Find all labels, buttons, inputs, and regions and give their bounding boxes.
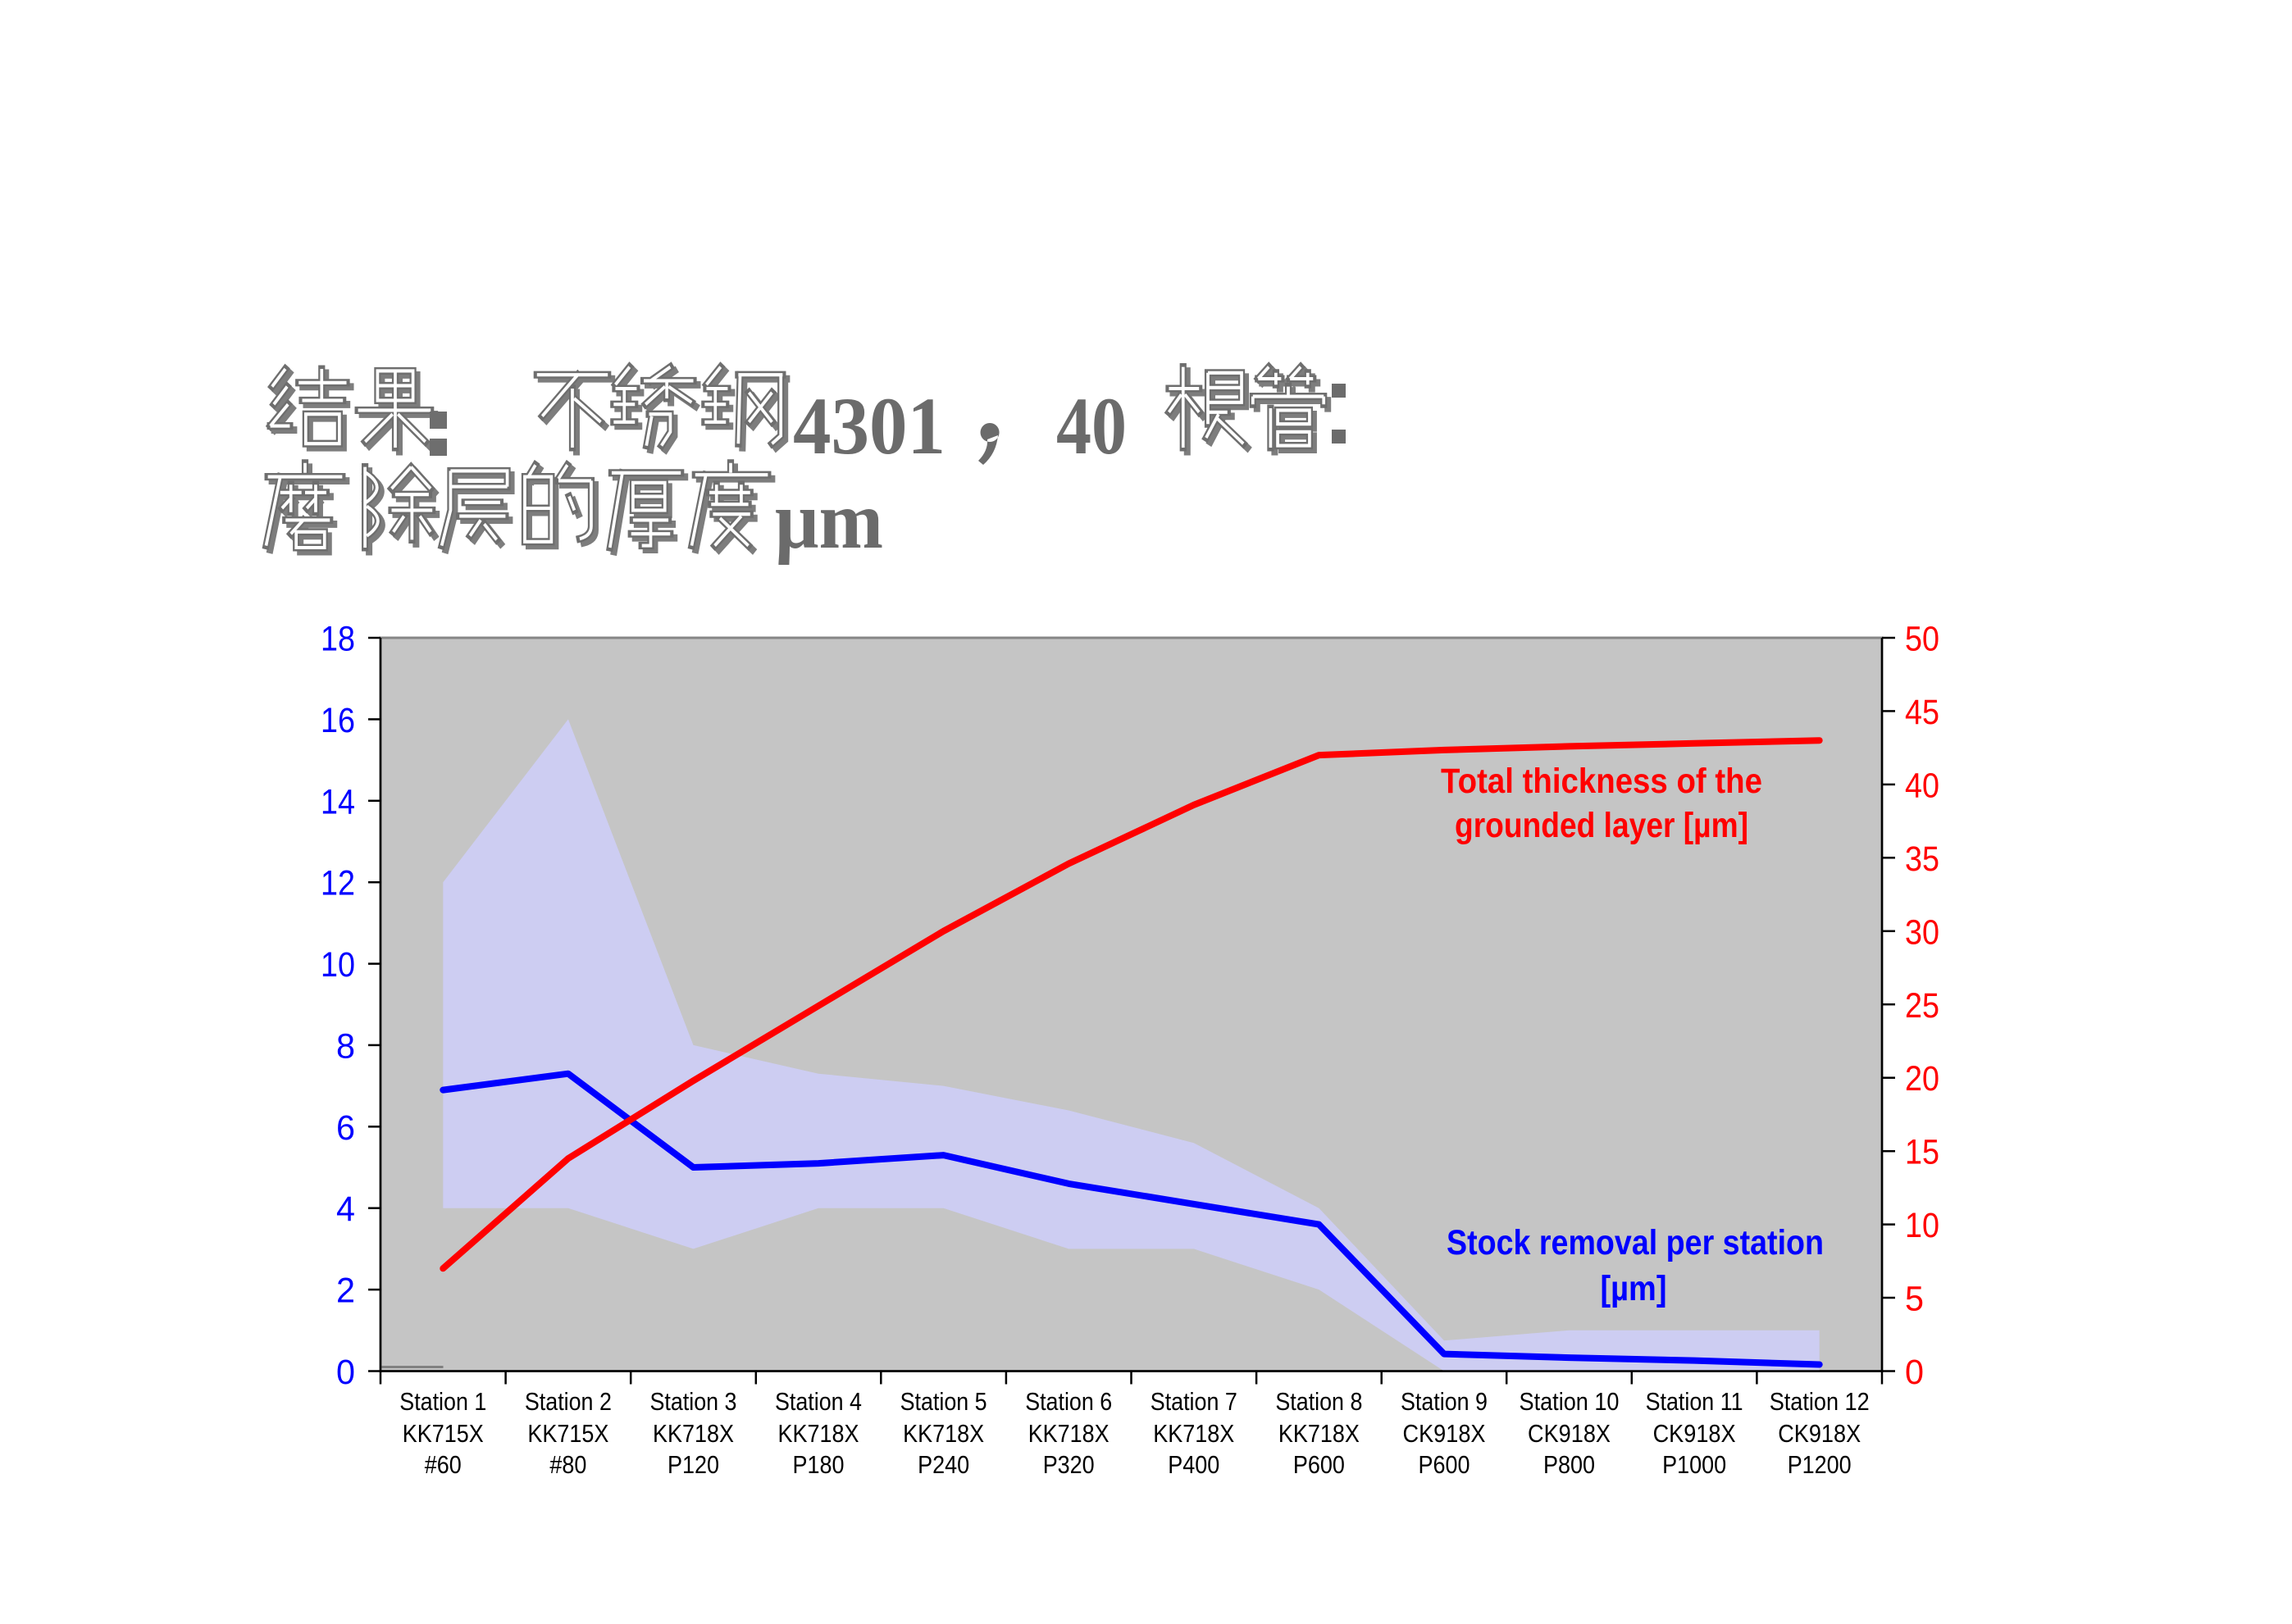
svg-text:P1000: P1000 [1662,1450,1726,1479]
svg-text:P400: P400 [1168,1450,1219,1479]
svg-text:CK918X: CK918X [1403,1419,1486,1448]
svg-text:Station 8: Station 8 [1275,1387,1362,1416]
svg-text:#60: #60 [425,1450,462,1479]
svg-text:10: 10 [321,945,355,985]
svg-text:Station 7: Station 7 [1151,1387,1237,1416]
svg-text:8: 8 [336,1026,355,1066]
svg-text:40: 40 [1056,380,1127,471]
svg-text:#80: #80 [549,1450,586,1479]
svg-text:30: 30 [1905,912,1939,952]
svg-text:10: 10 [1905,1206,1939,1245]
svg-text:4301: 4301 [793,380,946,471]
svg-text:0: 0 [336,1353,355,1392]
svg-text:15: 15 [1905,1133,1939,1172]
svg-text:Station 5: Station 5 [900,1387,987,1416]
svg-text:Station 10: Station 10 [1520,1387,1620,1416]
svg-text:KK718X: KK718X [778,1419,859,1448]
svg-text:0: 0 [1905,1353,1924,1392]
svg-text:KK718X: KK718X [1028,1419,1110,1448]
svg-text:20: 20 [1905,1059,1939,1099]
svg-text:2: 2 [336,1271,355,1311]
svg-text:KK718X: KK718X [903,1419,984,1448]
svg-text:P1200: P1200 [1788,1450,1852,1479]
svg-text:CK918X: CK918X [1653,1419,1736,1448]
svg-text:Station 2: Station 2 [525,1387,612,1416]
svg-text:KK718X: KK718X [1278,1419,1360,1448]
svg-text:KK718X: KK718X [1153,1419,1234,1448]
svg-text:P180: P180 [793,1450,845,1479]
svg-text:P600: P600 [1419,1450,1470,1479]
svg-text:5: 5 [1905,1280,1924,1319]
svg-text:Station 6: Station 6 [1025,1387,1112,1416]
svg-text:18: 18 [321,620,355,659]
svg-text:μm: μm [775,475,883,566]
svg-text:P800: P800 [1543,1450,1595,1479]
svg-text:35: 35 [1905,839,1939,879]
svg-text:Station 1: Station 1 [399,1387,486,1416]
svg-text:Total thickness of the: Total thickness of the [1441,762,1762,801]
svg-text:[µm]: [µm] [1601,1269,1667,1308]
svg-text:KK715X: KK715X [527,1419,608,1448]
svg-text:Station 3: Station 3 [650,1387,737,1416]
svg-text:Station 9: Station 9 [1401,1387,1488,1416]
svg-text:P120: P120 [668,1450,719,1479]
svg-text:KK715X: KK715X [403,1419,484,1448]
svg-text:45: 45 [1905,693,1939,732]
svg-text:50: 50 [1905,620,1939,659]
svg-text:4: 4 [336,1190,355,1229]
svg-text:14: 14 [321,782,355,821]
svg-text:Station 12: Station 12 [1770,1387,1870,1416]
svg-text:40: 40 [1905,766,1939,805]
svg-text:Station 11: Station 11 [1646,1387,1743,1416]
svg-text:grounded layer [µm]: grounded layer [µm] [1455,806,1748,845]
svg-text:P320: P320 [1043,1450,1095,1479]
svg-text:P240: P240 [918,1450,969,1479]
svg-text:12: 12 [321,864,355,903]
svg-text:KK718X: KK718X [653,1419,734,1448]
svg-text:Station 4: Station 4 [775,1387,862,1416]
svg-text:6: 6 [336,1108,355,1148]
svg-text:Stock removal per station: Stock removal per station [1447,1223,1824,1262]
svg-text:16: 16 [321,701,355,740]
svg-text:CK918X: CK918X [1528,1419,1611,1448]
svg-text:25: 25 [1905,986,1939,1026]
svg-text:CK918X: CK918X [1778,1419,1861,1448]
svg-text:P600: P600 [1293,1450,1345,1479]
